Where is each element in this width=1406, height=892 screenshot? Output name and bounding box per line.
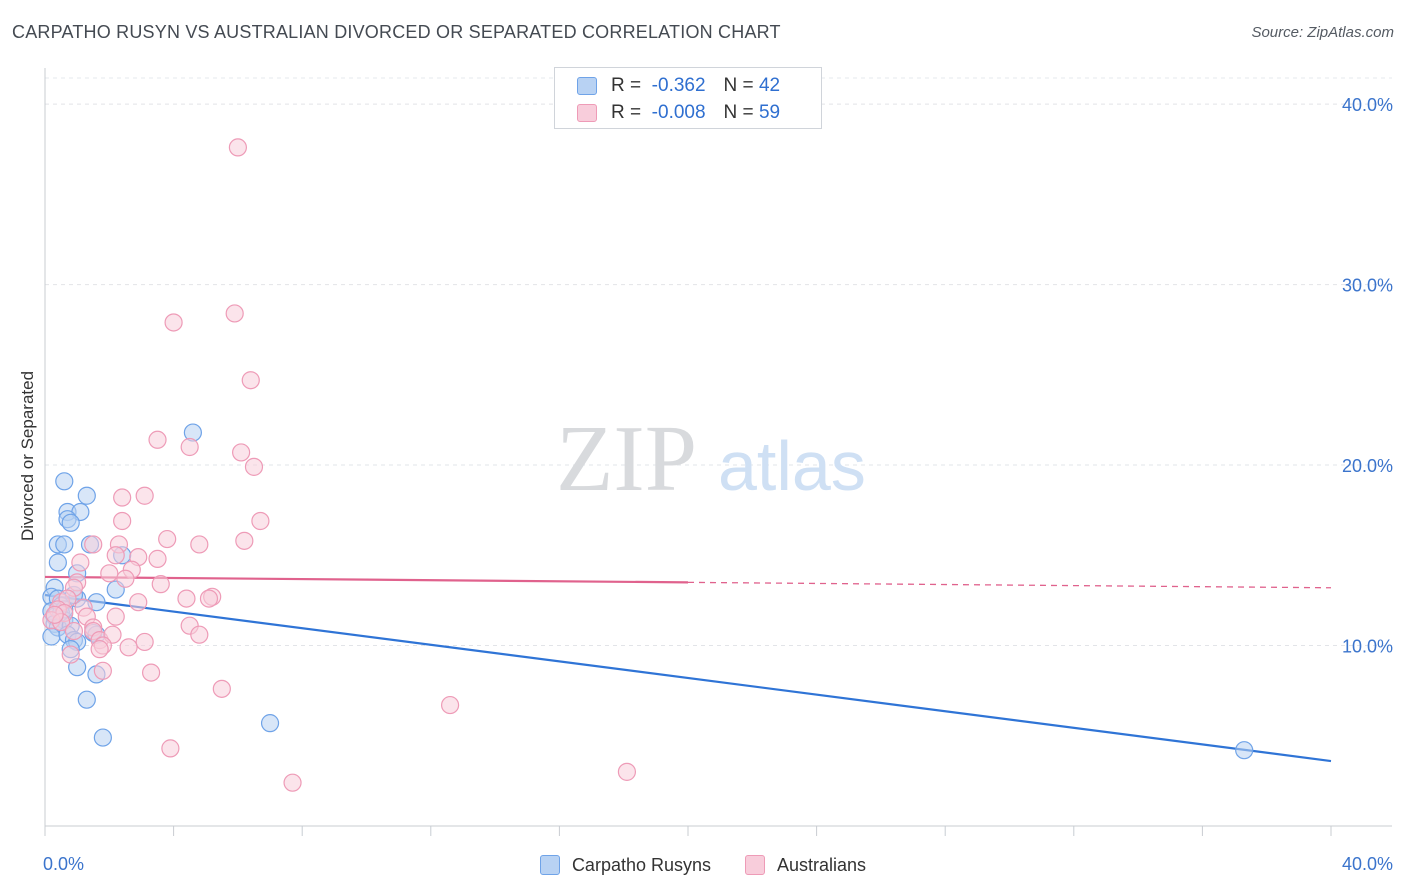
australians-trend-line-extension [687,581,1332,589]
australians-point [232,443,251,462]
axes-layer [44,68,1392,836]
carpatho-trend-line [44,593,1332,763]
carpatho-point [77,690,96,709]
legend-swatch-australians [577,104,597,122]
source-credit: Source: ZipAtlas.com [1251,24,1394,41]
australians-point [212,679,231,698]
legend-row-carpatho: R = -0.362 N = 42 [577,74,780,98]
watermark-zip: ZIP [556,407,697,511]
australians-point [225,304,244,323]
stats-legend: R = -0.362 N = 42 R = -0.008 N = 59 [554,67,822,129]
carpatho-point [55,472,74,491]
points-layer [42,138,1254,792]
australians-point [61,645,80,664]
carpatho-point [260,714,280,733]
legend-n-value: 59 [758,102,781,123]
carpatho-point [93,728,112,747]
series-legend-swatch-australians [745,855,766,875]
legend-n-label: N = [723,75,754,96]
australians-point [164,313,183,332]
australians-point [244,457,264,476]
series-legend-item-australians: Australians [745,855,866,876]
carpatho-point [61,513,80,532]
legend-n-value: 42 [758,75,781,96]
chart-title: CARPATHO RUSYN VS AUSTRALIAN DIVORCED OR… [12,22,781,42]
australians-point [158,529,177,549]
series-legend: Carpatho Rusyns Australians [0,852,1406,878]
series-legend-label-carpatho: Carpatho Rusyns [571,854,712,875]
australians-point [113,511,132,531]
australians-point [440,695,460,715]
australians-point [106,546,125,565]
trend-layer [44,575,1332,763]
australians-point [141,663,161,682]
australians-point [135,486,154,505]
series-legend-label-australians: Australians [777,854,867,875]
australians-point [100,564,119,583]
series-legend-swatch-carpatho [539,855,560,875]
australians-point [283,773,302,792]
australians-point [93,661,112,680]
australians-point [129,593,148,612]
carpatho-point [77,486,96,505]
australians-point [135,632,154,652]
australians-point [617,762,637,781]
australians-point [161,739,180,758]
australians-point [177,589,196,608]
australians-point [190,535,209,554]
legend-r-value: -0.362 [651,75,706,96]
carpatho-point [55,535,74,554]
legend-swatch-carpatho [577,77,597,95]
australians-point [148,430,167,449]
carpatho-point [42,627,61,646]
watermark: ZIP atlas [556,407,866,511]
australians-point [148,549,167,568]
australians-point [241,371,260,390]
carpatho-point [1235,741,1254,760]
watermark-atlas: atlas [718,427,866,505]
australians-point [71,553,90,572]
tick-labels-layer: 10.0% 20.0% 30.0% 40.0% 0.0% 40.0% [43,95,1393,874]
australians-trend-line [44,575,689,584]
y-tick-label: 10.0% [1342,637,1393,657]
y-tick-label: 40.0% [1342,95,1393,115]
australians-point [151,575,170,594]
legend-r-value: -0.008 [651,102,706,123]
australians-point [119,638,138,657]
australians-point [90,640,109,659]
australians-point [116,569,135,588]
legend-r-label: R = [611,75,642,96]
australians-point [45,605,64,624]
australians-point [235,531,254,550]
australians-point [64,621,84,641]
australians-point [180,437,199,457]
x-tick-label: 40.0% [1342,854,1393,874]
y-axis-label: Divorced or Separated [18,370,37,542]
y-tick-label: 30.0% [1342,276,1393,296]
legend-n-label: N = [723,102,754,123]
australians-point [228,138,247,157]
legend-r-label: R = [611,102,642,123]
australians-point [199,589,219,608]
australians-point [84,535,103,554]
grid-layer [45,77,1392,647]
legend-row-australians: R = -0.008 N = 59 [577,101,780,125]
australians-point [190,625,209,644]
australians-point [251,511,270,531]
y-tick-label: 20.0% [1342,456,1393,476]
australians-point [113,488,132,507]
carpatho-point [48,553,67,572]
series-legend-item-carpatho: Carpatho Rusyns [539,854,712,876]
australians-point [106,607,125,626]
x-tick-label: 0.0% [43,854,84,874]
